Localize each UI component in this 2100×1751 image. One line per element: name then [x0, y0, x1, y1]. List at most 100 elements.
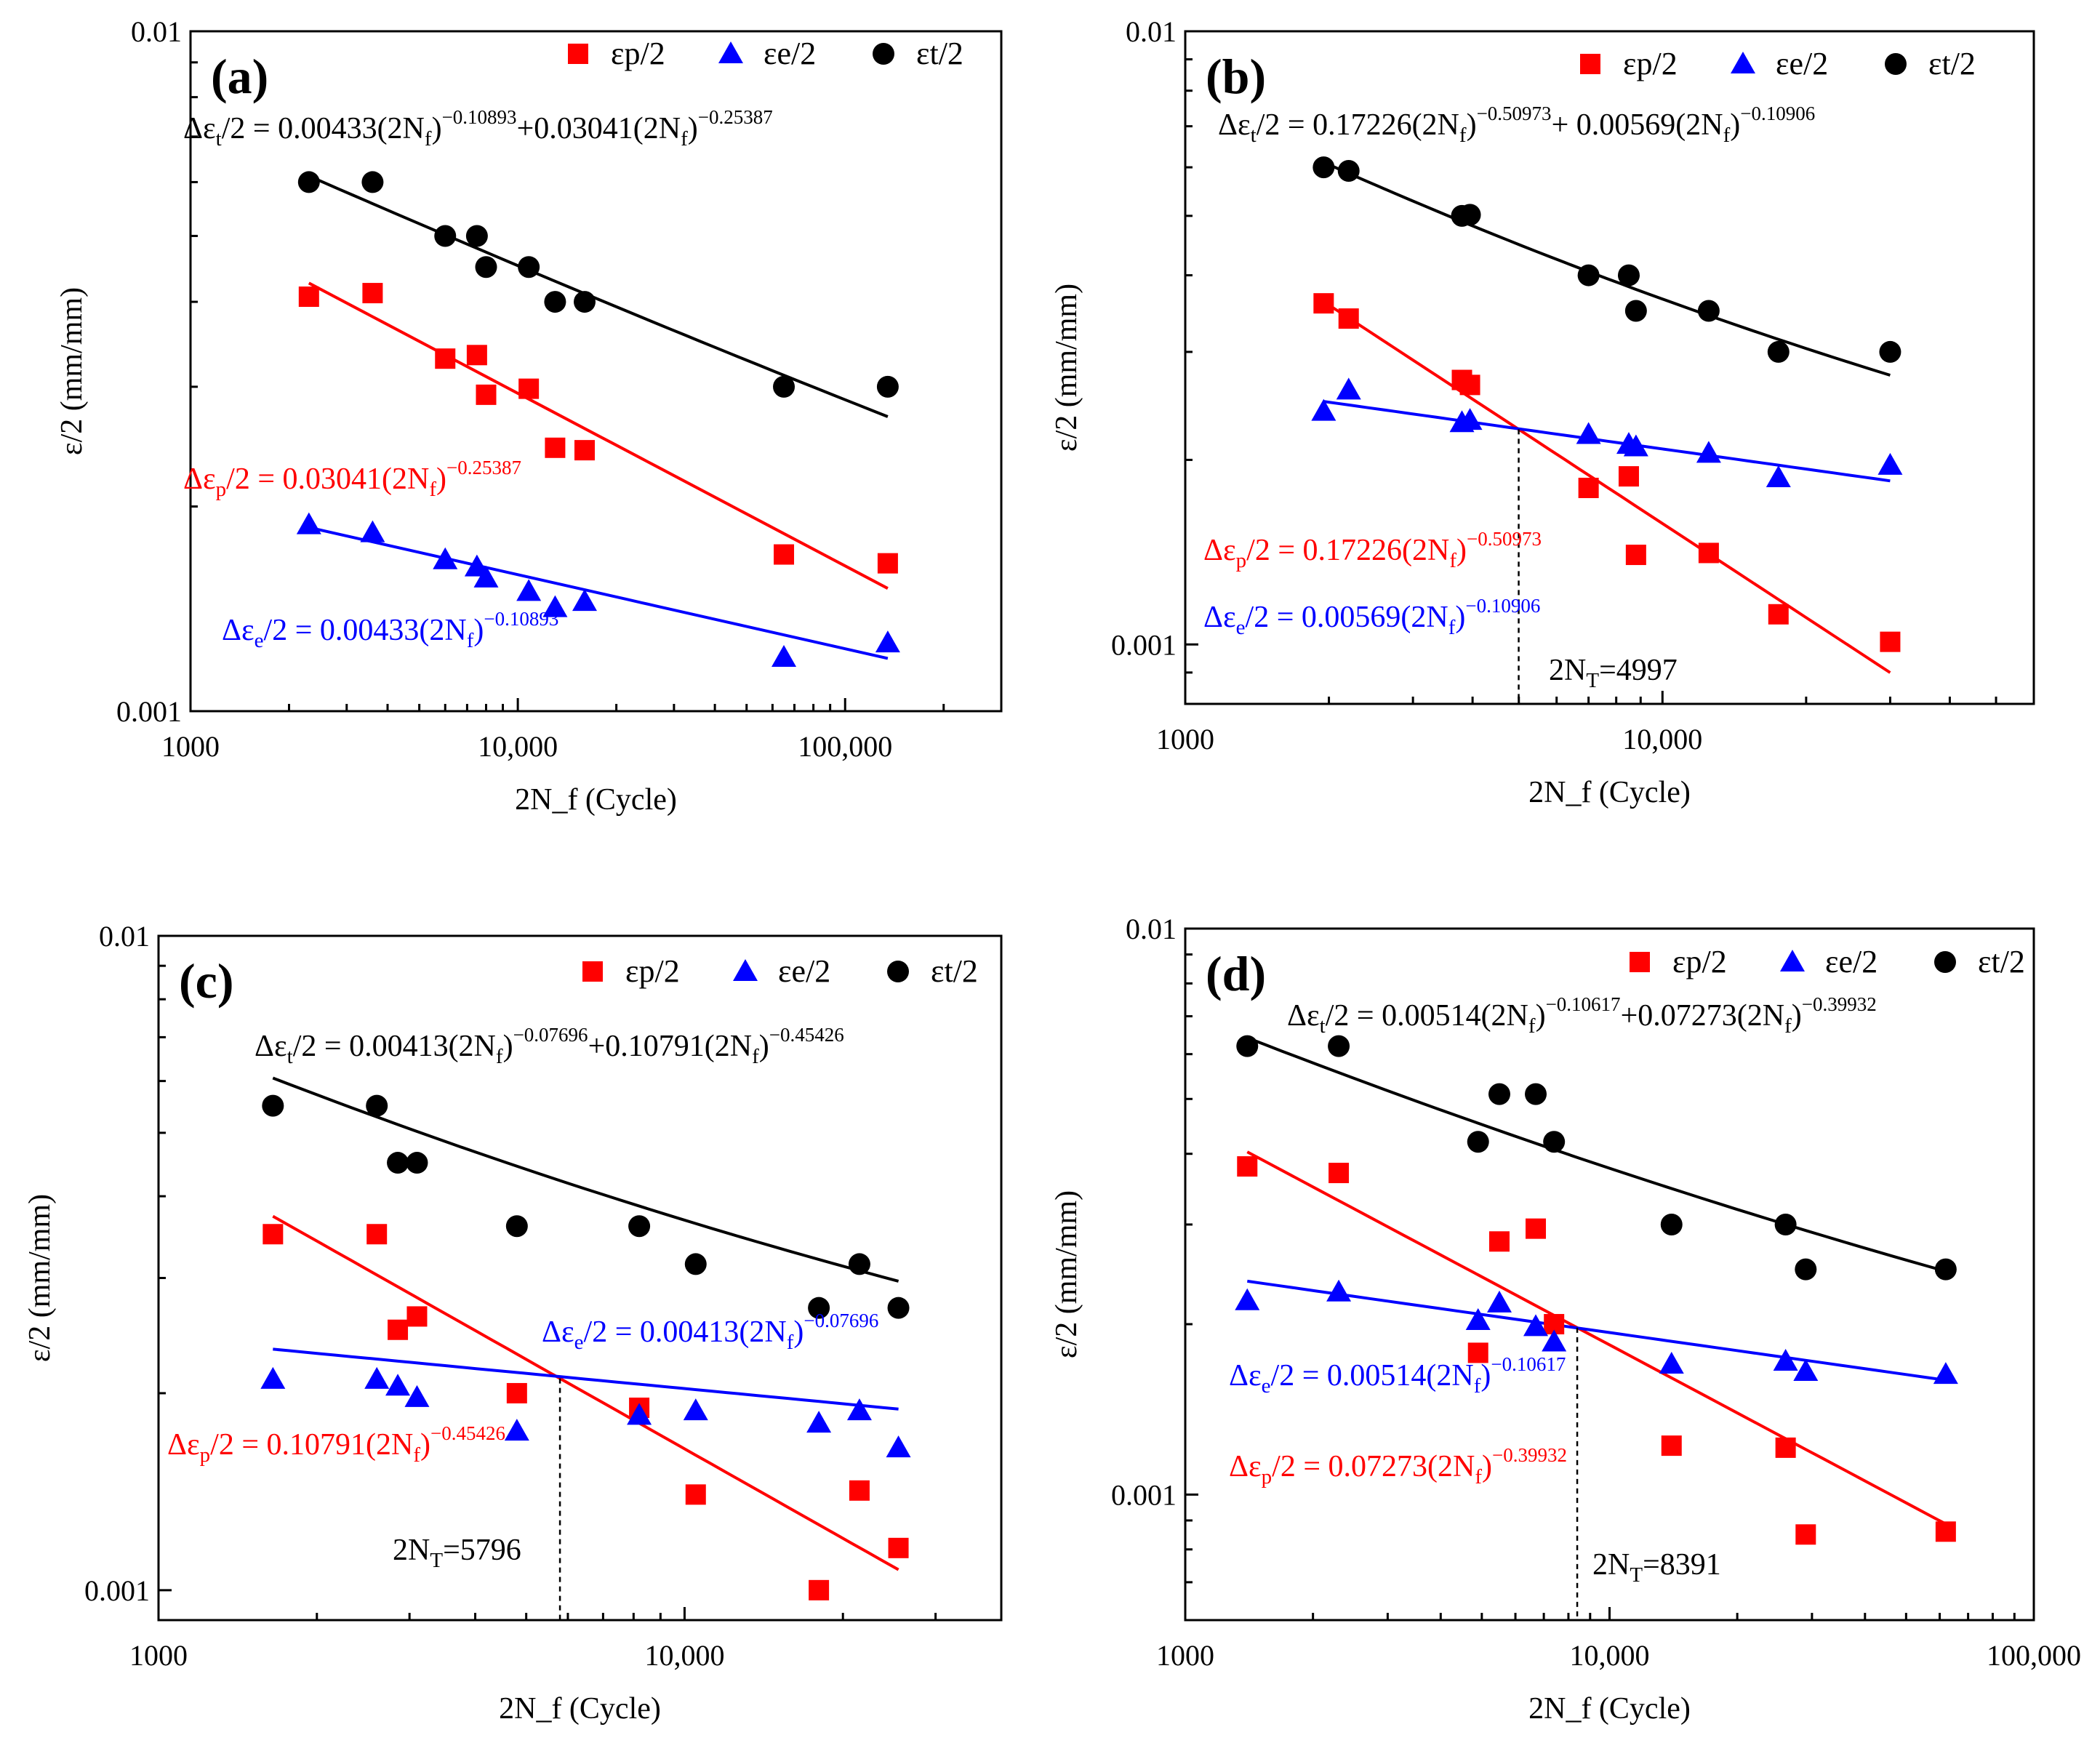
elastic-strain-point — [1696, 441, 1721, 463]
total-strain-point — [544, 291, 566, 313]
total-strain-point — [808, 1297, 830, 1319]
equation-total: Δεt/2 = 0.00413(2Nf)−0.07696+0.10791(2Nf… — [255, 1024, 844, 1068]
fit-line-elastic — [308, 526, 889, 660]
y-tick-label: 0.01 — [99, 920, 150, 953]
legend-label: εt/2 — [931, 953, 978, 989]
elastic-strain-point — [1311, 398, 1336, 421]
fit-line-total — [308, 175, 889, 418]
total-strain-point — [684, 1253, 707, 1275]
elastic-strain-point — [542, 595, 568, 617]
total-strain-point — [1488, 1083, 1511, 1105]
elastic-strain-point — [364, 1366, 390, 1389]
legend-marker-elastic — [1731, 52, 1755, 73]
fit-line-plastic — [272, 1214, 899, 1571]
y-tick-label: 0.01 — [1126, 913, 1177, 945]
elastic-strain-point — [1877, 452, 1903, 475]
equation-total: Δεt/2 = 0.00433(2Nf)−0.10893+0.03041(2Nf… — [183, 106, 773, 151]
elastic-strain-point — [504, 1419, 529, 1441]
plastic-strain-point — [574, 440, 595, 461]
elastic-strain-point — [1623, 434, 1648, 457]
panel-d: 1000 10,000 100,000 0.001 0.01 2N_f (Cycle) ε/… — [1050, 913, 2081, 1726]
y-tick-label: 0.001 — [84, 1574, 150, 1607]
elastic-strain-point — [360, 520, 385, 542]
plot-frame — [189, 30, 1003, 713]
elastic-strain-point — [806, 1411, 832, 1433]
total-strain-point — [1934, 1258, 1957, 1281]
plastic-strain-point — [298, 287, 319, 308]
plastic-strain-point — [362, 283, 383, 304]
total-strain-point — [773, 375, 795, 398]
legend-label: εe/2 — [1776, 46, 1828, 81]
equation-elastic: Δεe/2 = 0.00413(2Nf)−0.07696 — [542, 1310, 878, 1354]
legend-marker-elastic — [733, 959, 758, 981]
total-strain-point — [628, 1215, 651, 1238]
total-strain-point — [848, 1253, 870, 1275]
legend-label: εe/2 — [1825, 944, 1877, 979]
elastic-strain-point — [772, 644, 797, 667]
y-axis-label: ε/2 (mm/mm) — [1050, 1190, 1083, 1358]
x-tick-label: 100,000 — [798, 730, 892, 763]
total-strain-point — [262, 1094, 284, 1117]
elastic-strain-point — [1933, 1362, 1958, 1385]
total-strain-point — [1767, 340, 1790, 363]
elastic-strain-point — [1487, 1290, 1512, 1313]
plastic-strain-point — [506, 1382, 527, 1403]
total-strain-point — [1459, 204, 1481, 226]
legend-marker-plastic — [1580, 54, 1600, 74]
x-tick-label: 10,000 — [1570, 1639, 1650, 1672]
elastic-strain-point — [1235, 1288, 1260, 1310]
y-tick-label: 0.01 — [131, 15, 182, 48]
plastic-strain-point — [435, 348, 456, 369]
elastic-strain-point — [1773, 1349, 1798, 1371]
y-axis-label: ε/2 (mm/mm) — [1050, 284, 1083, 452]
plastic-strain-point — [1489, 1231, 1510, 1252]
elastic-strain-point — [875, 630, 900, 653]
panel-label: (d) — [1206, 946, 1266, 1001]
plastic-strain-point — [262, 1224, 284, 1245]
plastic-strain-point — [476, 384, 497, 405]
plastic-strain-point — [1459, 374, 1480, 396]
x-axis-label: 2N_f (Cycle) — [515, 783, 677, 817]
fit-line-plastic — [1246, 1150, 1947, 1526]
plastic-strain-point — [1313, 293, 1334, 314]
transition-label: 2NT=8391 — [1592, 1548, 1721, 1587]
total-strain-point — [887, 1297, 910, 1319]
plastic-strain-point — [1880, 631, 1901, 652]
total-strain-point — [1328, 1035, 1350, 1057]
legend-label: εp/2 — [1623, 46, 1678, 81]
total-strain-point — [1795, 1258, 1817, 1281]
total-strain-point — [1617, 264, 1640, 287]
elastic-strain-point — [1336, 377, 1361, 400]
legend-marker-total — [1934, 951, 1956, 973]
equation-plastic: Δεp/2 = 0.07273(2Nf)−0.39932 — [1229, 1444, 1567, 1488]
plastic-strain-point — [1795, 1524, 1816, 1545]
total-strain-point — [518, 256, 540, 279]
legend-label: εt/2 — [1928, 46, 1976, 81]
plastic-strain-point — [877, 553, 898, 574]
total-strain-point — [387, 1152, 409, 1174]
plastic-strain-point — [1338, 308, 1359, 329]
plastic-strain-point — [1768, 604, 1789, 625]
y-tick-label: 0.001 — [116, 695, 182, 728]
total-strain-point — [1467, 1131, 1489, 1153]
total-strain-point — [1697, 300, 1720, 322]
plastic-strain-point — [1661, 1435, 1682, 1457]
fit-line-plastic — [308, 281, 889, 590]
elastic-strain-point — [572, 589, 597, 612]
total-strain-point — [1774, 1213, 1797, 1235]
elastic-strain-point — [683, 1398, 708, 1421]
legend-marker-total — [873, 43, 894, 65]
elastic-strain-point — [627, 1403, 652, 1425]
x-tick-label: 10,000 — [644, 1639, 724, 1672]
y-axis-label: ε/2 (mm/mm) — [23, 1194, 57, 1362]
transition-label: 2NT=5796 — [393, 1534, 521, 1572]
plastic-strain-point — [1328, 1163, 1350, 1184]
fit-line-elastic — [273, 1347, 899, 1411]
legend-marker-plastic — [568, 44, 588, 64]
plastic-strain-point — [545, 437, 566, 458]
plastic-strain-point — [1526, 1218, 1547, 1239]
plastic-strain-point — [849, 1480, 870, 1501]
total-strain-point — [475, 256, 497, 279]
plastic-strain-point — [1578, 478, 1599, 499]
equation-plastic: Δεp/2 = 0.10791(2Nf)−0.45426 — [167, 1422, 505, 1467]
